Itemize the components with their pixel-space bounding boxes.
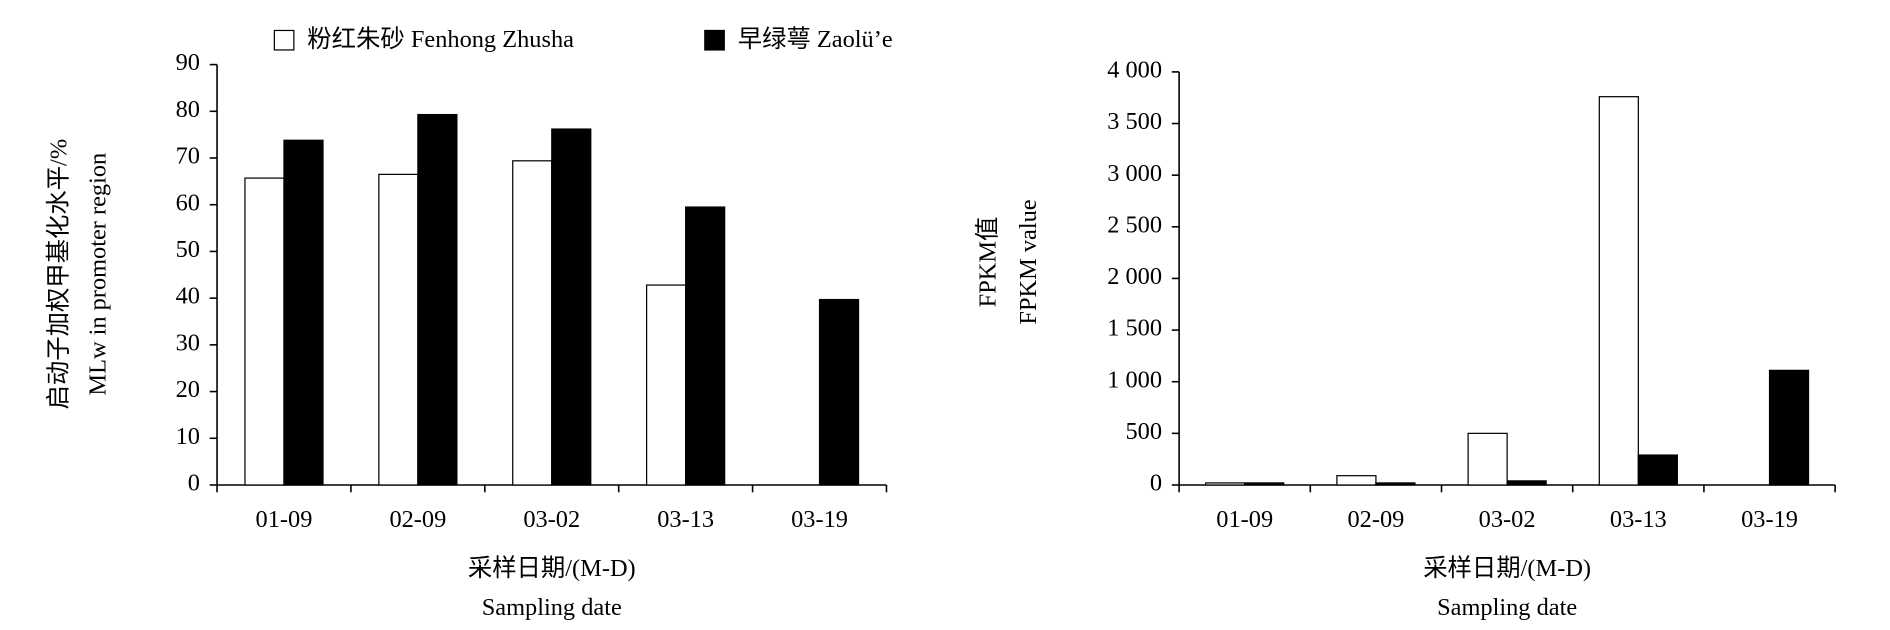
bar xyxy=(244,177,285,486)
y-tick-label: 60 xyxy=(176,189,200,216)
bar xyxy=(1637,454,1678,486)
legend-label: 粉红朱砂 Fenhong Zhusha xyxy=(307,26,574,53)
y-tick-label: 4 000 xyxy=(1107,56,1162,83)
y-tick-label: 90 xyxy=(176,49,200,76)
x-axis-title: 采样日期/(M-D) xyxy=(468,555,636,582)
bar xyxy=(1244,482,1285,486)
y-tick-label: 500 xyxy=(1125,418,1162,445)
x-axis-title: Sampling date xyxy=(1437,594,1577,621)
bar xyxy=(551,128,592,486)
x-tick-label: 02-09 xyxy=(389,506,446,533)
x-axis-title: Sampling date xyxy=(482,594,622,621)
bar xyxy=(417,113,458,486)
y-tick-label: 2 500 xyxy=(1107,211,1162,238)
bar xyxy=(646,284,687,486)
bar xyxy=(1768,369,1810,486)
bar xyxy=(685,206,726,486)
bar xyxy=(1506,480,1547,486)
x-axis-title: 采样日期/(M-D) xyxy=(1423,555,1591,582)
y-tick-label: 20 xyxy=(176,376,200,403)
x-tick-label: 03-19 xyxy=(1741,506,1798,533)
y-tick-label: 50 xyxy=(176,236,200,263)
bar xyxy=(283,139,324,486)
y-tick-label: 0 xyxy=(1150,470,1162,497)
y-tick-label: 2 000 xyxy=(1107,263,1162,290)
y-tick-label: 1 000 xyxy=(1107,366,1162,393)
x-tick-label: 03-13 xyxy=(1610,506,1667,533)
y-tick-label: 3 500 xyxy=(1107,108,1162,135)
legend-label: 早绿萼 Zaolü’e xyxy=(738,26,893,53)
x-tick-label: 01-09 xyxy=(256,506,313,533)
x-tick-label: 03-02 xyxy=(1479,506,1536,533)
bar xyxy=(378,173,419,486)
y-axis-title: 启动子加权甲基化水平/% xyxy=(46,139,73,410)
y-tick-label: 10 xyxy=(176,423,200,450)
y-axis-title: FPKM value xyxy=(1015,199,1042,324)
y-tick-label: 0 xyxy=(188,470,200,497)
bar xyxy=(1205,482,1246,486)
x-tick-label: 03-02 xyxy=(523,506,580,533)
y-tick-label: 1 500 xyxy=(1107,315,1162,342)
y-tick-label: 30 xyxy=(176,329,200,356)
x-tick-label: 03-19 xyxy=(791,506,848,533)
bar xyxy=(1336,475,1377,486)
y-axis-title: MLw in promoter region xyxy=(85,153,112,396)
x-tick-label: 02-09 xyxy=(1347,506,1404,533)
x-tick-label: 03-13 xyxy=(657,506,714,533)
y-tick-label: 40 xyxy=(176,283,200,310)
legend-swatch xyxy=(273,29,295,51)
y-tick-label: 3 000 xyxy=(1107,160,1162,187)
x-tick-label: 01-09 xyxy=(1216,506,1273,533)
y-axis-title: FPKM值 xyxy=(975,217,1002,308)
bar xyxy=(1375,482,1416,486)
y-tick-label: 80 xyxy=(176,96,200,123)
bar xyxy=(1467,432,1508,486)
bar xyxy=(818,298,860,486)
bar xyxy=(512,160,553,486)
y-tick-label: 70 xyxy=(176,143,200,170)
bar xyxy=(1598,96,1639,486)
legend-swatch xyxy=(704,29,725,51)
